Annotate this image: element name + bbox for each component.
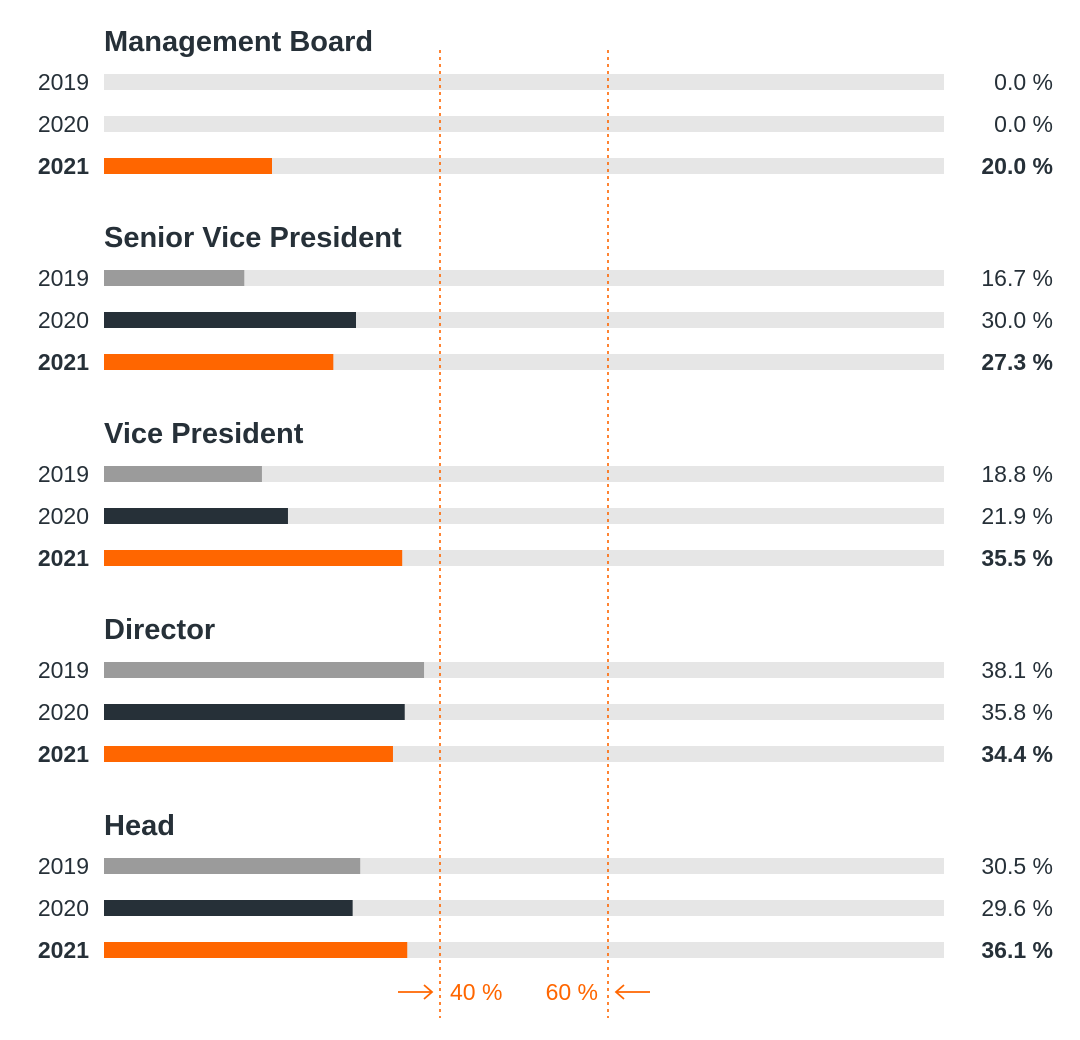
bar-2021 [104, 158, 272, 174]
group-title: Senior Vice President [104, 222, 402, 254]
year-label: 2020 [38, 699, 89, 725]
bar-track [104, 466, 944, 482]
bar-2019 [104, 662, 425, 678]
value-label: 27.3 % [981, 349, 1053, 375]
year-label: 2021 [38, 741, 89, 767]
value-label: 35.8 % [981, 699, 1053, 725]
group-title: Management Board [104, 26, 373, 58]
year-label: 2020 [38, 111, 89, 137]
bar-2021 [104, 746, 393, 762]
year-label: 2020 [38, 895, 89, 921]
value-label: 0.0 % [994, 69, 1053, 95]
arrow-icon [614, 984, 650, 1000]
value-label: 38.1 % [981, 657, 1053, 683]
year-label: 2019 [38, 461, 89, 487]
value-label: 20.0 % [981, 153, 1053, 179]
year-label: 2021 [38, 349, 89, 375]
year-label: 2021 [38, 937, 89, 963]
year-label: 2019 [38, 265, 89, 291]
bar-2020 [104, 508, 288, 524]
bar-track [104, 74, 944, 90]
year-label: 2021 [38, 545, 89, 571]
value-label: 35.5 % [981, 545, 1053, 571]
arrow-icon [398, 984, 434, 1000]
bar-2021 [104, 550, 403, 566]
group-title: Head [104, 810, 175, 842]
bar-2019 [104, 466, 262, 482]
bar-2020 [104, 900, 353, 916]
bar-2020 [104, 312, 356, 328]
value-label: 36.1 % [981, 937, 1053, 963]
bar-2021 [104, 942, 408, 958]
bar-track [104, 508, 944, 524]
year-label: 2019 [38, 853, 89, 879]
value-label: 29.6 % [981, 895, 1053, 921]
bar-track [104, 270, 944, 286]
bar-2021 [104, 354, 334, 370]
value-label: 30.5 % [981, 853, 1053, 879]
year-label: 2020 [38, 503, 89, 529]
value-label: 16.7 % [981, 265, 1053, 291]
bar-2019 [104, 858, 361, 874]
bar-2020 [104, 704, 405, 720]
value-label: 34.4 % [981, 741, 1053, 767]
year-label: 2019 [38, 657, 89, 683]
year-label: 2021 [38, 153, 89, 179]
group-title: Director [104, 614, 215, 646]
year-label: 2019 [38, 69, 89, 95]
bar-track [104, 116, 944, 132]
value-label: 21.9 % [981, 503, 1053, 529]
group-title: Vice President [104, 418, 304, 450]
value-label: 0.0 % [994, 111, 1053, 137]
value-label: 30.0 % [981, 307, 1053, 333]
bar-track [104, 158, 944, 174]
bar-2019 [104, 270, 245, 286]
year-label: 2020 [38, 307, 89, 333]
reference-label-60: 60 % [546, 979, 598, 1005]
reference-label-40: 40 % [450, 979, 502, 1005]
value-label: 18.8 % [981, 461, 1053, 487]
